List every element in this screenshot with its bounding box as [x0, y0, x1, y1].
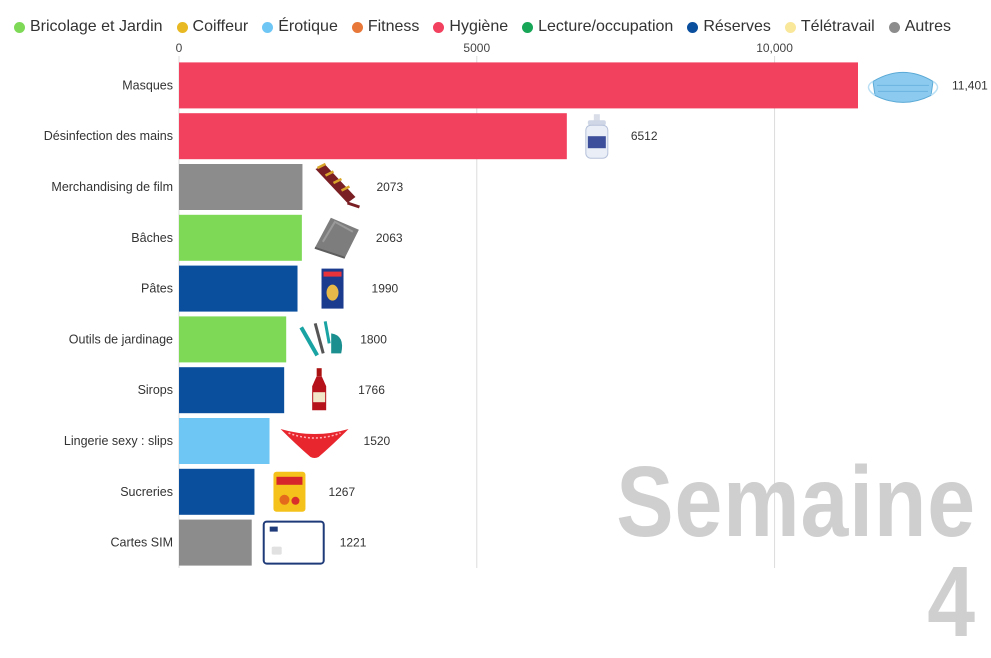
legend-item: Érotique — [262, 18, 338, 36]
legend-swatch — [888, 21, 900, 33]
legend-swatch — [14, 21, 25, 33]
legend-swatch — [784, 21, 796, 33]
legend-item: Autres — [888, 18, 951, 36]
value-label: 1800 — [360, 332, 387, 346]
legend-swatch — [433, 21, 445, 33]
bar-icons — [262, 72, 939, 565]
value-label: 1766 — [358, 383, 385, 397]
bar — [179, 113, 567, 160]
bar — [179, 468, 255, 515]
legend-swatch — [351, 21, 363, 33]
scarf-icon — [315, 162, 360, 209]
legend-label: Hygiène — [449, 18, 509, 35]
bar — [179, 164, 303, 210]
x-axis-ticks: 0 5000 10,000 — [176, 41, 794, 55]
category-label: Bâches — [131, 231, 173, 245]
sim-card-icon — [262, 520, 325, 565]
value-label: 6512 — [631, 129, 658, 143]
legend-swatch — [176, 21, 188, 33]
legend-item: Télétravail — [784, 18, 875, 36]
garden-tools-icon — [299, 321, 343, 357]
legend-item: Fitness — [351, 18, 420, 36]
face-mask-icon — [867, 72, 939, 103]
value-label: 1221 — [340, 536, 367, 550]
value-label: 11,401 — [952, 78, 988, 92]
legend-label: Autres — [904, 18, 951, 35]
legend-swatch — [262, 21, 274, 33]
legend-label: Fitness — [367, 18, 420, 35]
category-label: Désinfection des mains — [44, 129, 173, 143]
lingerie-icon — [280, 429, 349, 458]
legend-item: Bricolage et Jardin — [14, 18, 163, 36]
value-label: 2073 — [376, 180, 403, 194]
bar — [179, 519, 252, 566]
tarp-icon — [314, 217, 359, 259]
legend-item: Coiffeur — [176, 18, 249, 36]
bar — [179, 62, 858, 109]
value-label: 2063 — [376, 231, 403, 245]
legend-swatch — [687, 21, 699, 33]
candy-bag-icon — [273, 471, 306, 512]
bar — [179, 316, 287, 363]
legend-label: Lecture/occupation — [538, 18, 674, 35]
bar-labels: Masques 11,401 Désinfection des mains 6512 M… — [44, 78, 988, 549]
syrup-bottle-icon — [312, 368, 327, 411]
category-label: Lingerie sexy : slips — [64, 434, 173, 448]
x-tick-label: 5000 — [463, 41, 490, 55]
x-tick-label: 0 — [176, 41, 183, 55]
category-label: Masques — [122, 78, 173, 92]
legend-label: Télétravail — [800, 18, 875, 35]
legend-label: Coiffeur — [192, 18, 249, 35]
bar — [179, 214, 302, 261]
legend-item: Lecture/occupation — [522, 18, 673, 36]
category-label: Cartes SIM — [110, 536, 173, 550]
x-tick-label: 10,000 — [756, 41, 793, 55]
bar — [179, 367, 285, 414]
category-label: Merchandising de film — [51, 180, 173, 194]
chart-legend: Bricolage et Jardin Coiffeur Érotique Fitne… — [14, 16, 951, 38]
legend-item: Hygiène — [433, 18, 508, 36]
hand-sanitizer-icon — [585, 114, 609, 159]
category-label: Outils de jardinage — [69, 332, 173, 346]
category-label: Sucreries — [120, 485, 173, 499]
value-label: 1267 — [328, 485, 355, 499]
value-label: 1990 — [372, 282, 399, 296]
bars — [179, 62, 858, 566]
bar-chart: 0 5000 10,000 Masques 11,401 Désinfection de… — [44, 41, 988, 568]
category-label: Sirops — [138, 383, 173, 397]
pasta-box-icon — [321, 268, 344, 309]
bar — [179, 265, 298, 312]
legend-label: Bricolage et Jardin — [30, 18, 163, 35]
legend-swatch — [522, 21, 534, 33]
bar — [179, 418, 270, 464]
legend-label: Érotique — [278, 18, 338, 35]
value-label: 1520 — [364, 434, 391, 448]
legend-item: Réserves — [687, 18, 771, 36]
legend-label: Réserves — [703, 18, 771, 35]
category-label: Pâtes — [141, 282, 173, 296]
week-watermark: Semaine 4 — [616, 446, 976, 658]
